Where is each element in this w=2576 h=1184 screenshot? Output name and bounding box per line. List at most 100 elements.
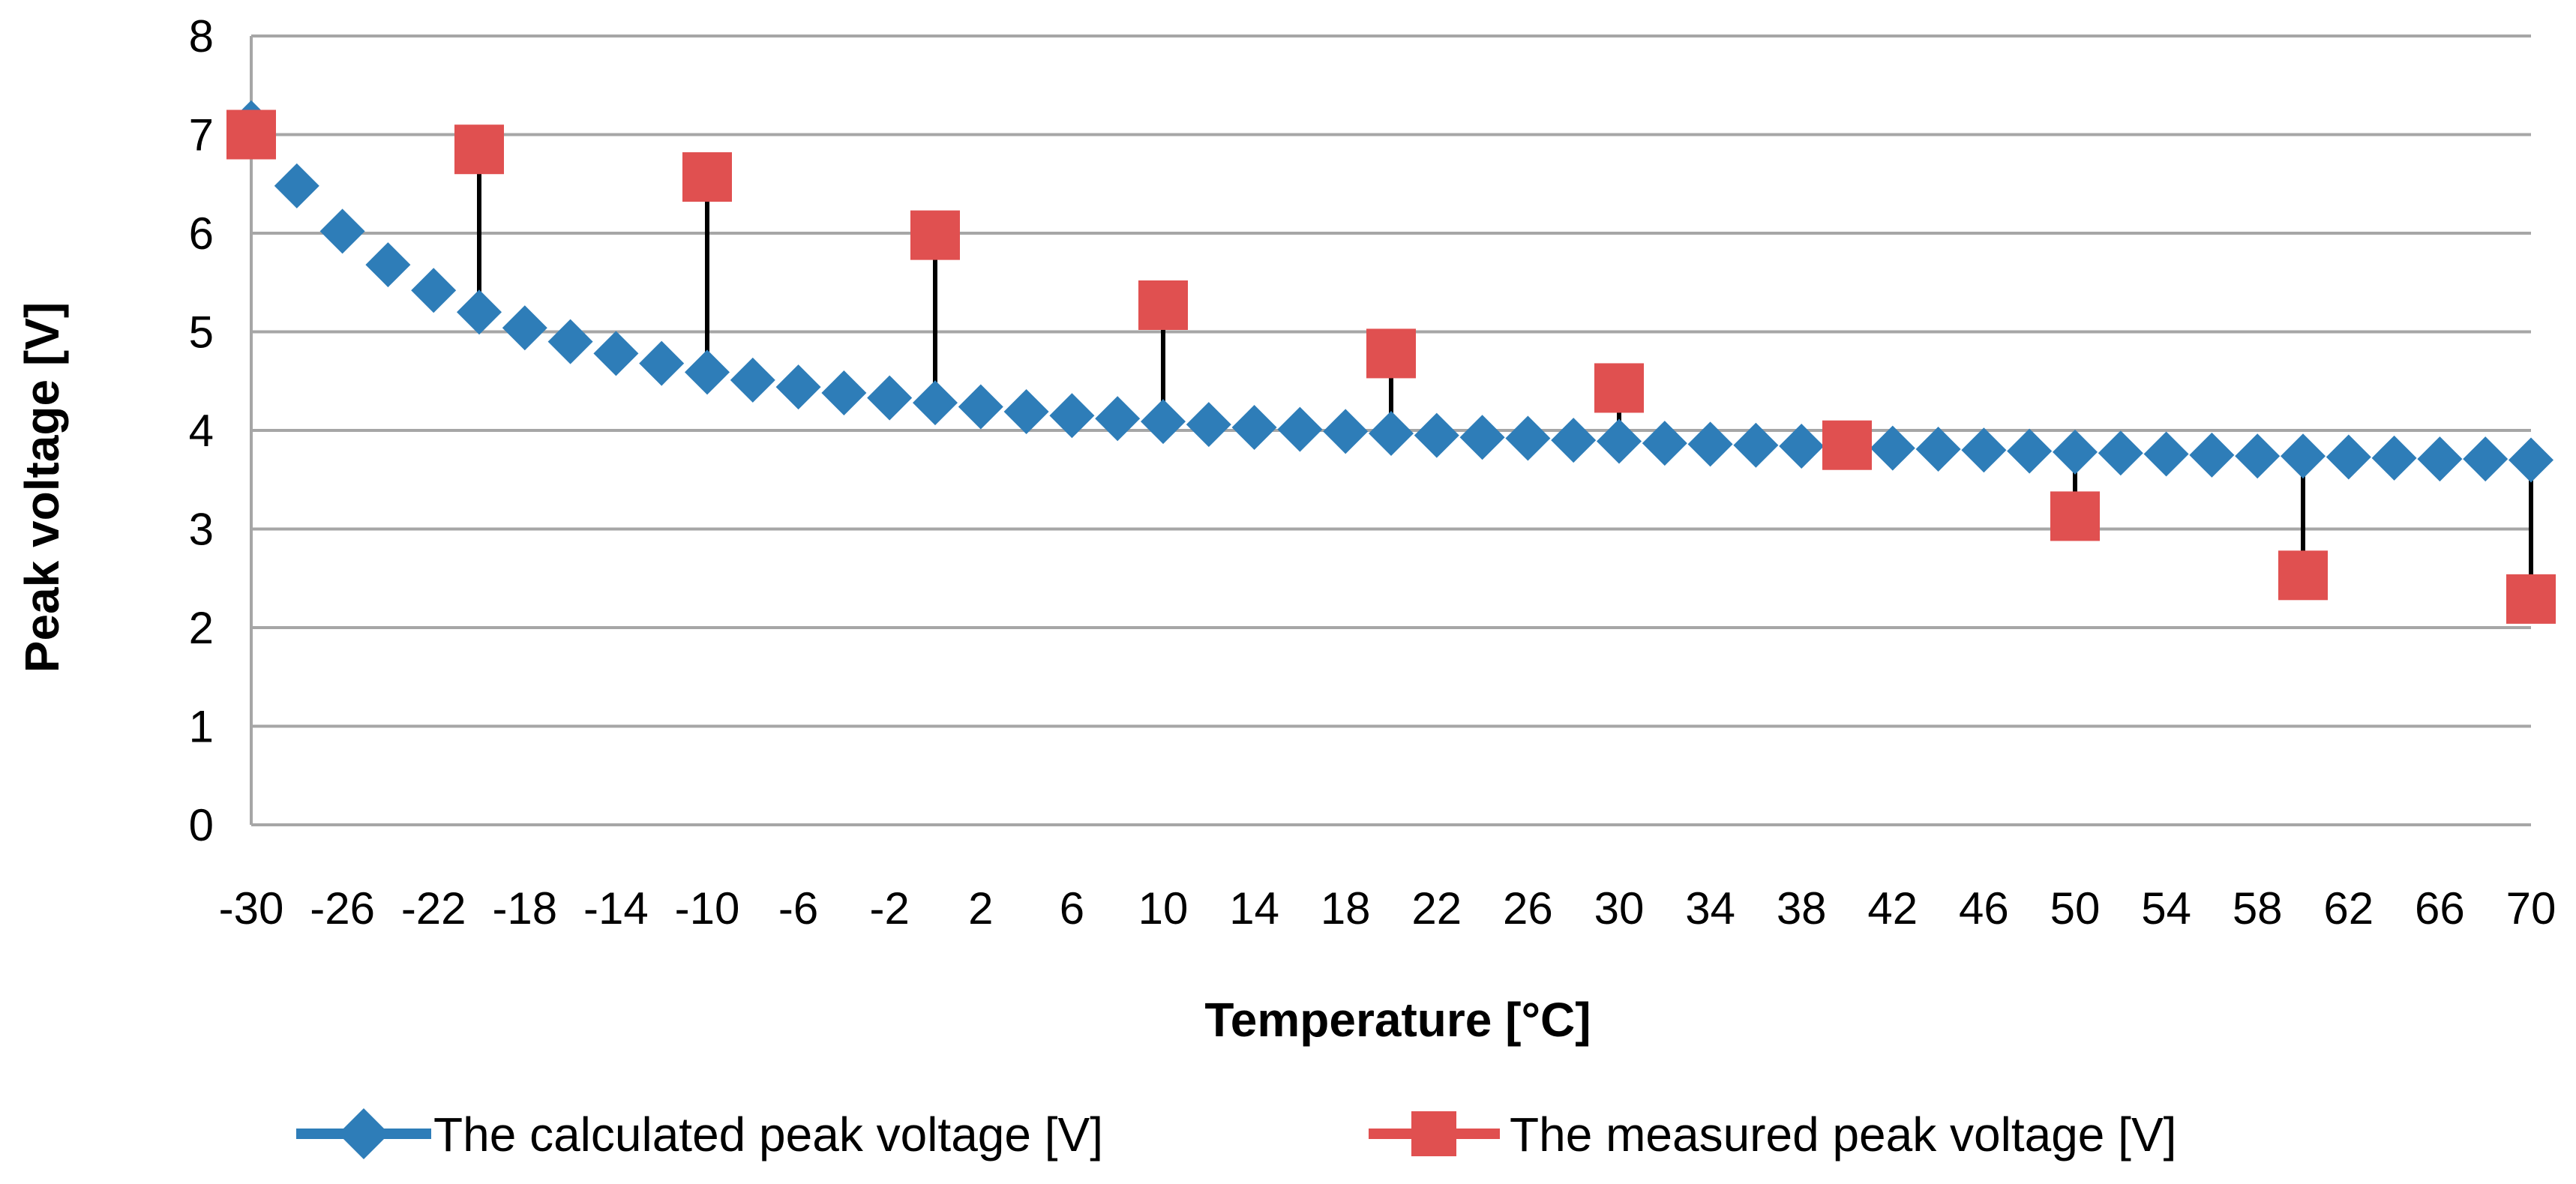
x-tick-label: 38 [1777,883,1827,934]
calculated-point [1642,421,1687,466]
calculated-point [457,289,502,335]
calculated-point [2417,436,2463,482]
y-tick-label: 8 [189,11,214,61]
calculated-point [2053,429,2098,475]
calculated-point [958,384,1003,430]
calculated-point [274,163,319,208]
x-tick-label: -26 [310,883,375,934]
y-tick-label: 4 [189,406,214,456]
y-tick-label: 0 [189,800,214,850]
calculated-point [730,357,775,403]
calculated-point [365,242,411,288]
legend-item-calculated: The calculated peak voltage [V] [296,1108,1103,1162]
calculated-point [2098,430,2143,476]
legend-item-measured: The measured peak voltage [V] [1369,1108,2176,1162]
calculated-point [593,331,639,376]
calculated-point [1095,396,1141,442]
y-tick-label: 1 [189,702,214,752]
y-tick-label: 3 [189,505,214,555]
calculated-point [502,305,547,351]
calculated-point [1870,425,1915,471]
calculated-point [411,268,457,313]
calculated-point [2235,433,2281,479]
calculated-point [547,319,593,364]
x-tick-label: -14 [583,883,649,934]
x-tick-label: 42 [1867,883,1918,934]
x-tick-label: 18 [1321,883,1371,934]
x-tick-label: 30 [1594,883,1645,934]
calculated-point [639,340,685,386]
calculated-point [1551,418,1597,463]
calculated-point [2281,433,2326,479]
x-tick-label: -2 [870,883,910,934]
calculated-point [821,370,867,416]
legend-marker-measured [1411,1111,1456,1156]
calculated-point [1049,393,1095,439]
measured-point [1822,420,1872,470]
calculated-point [867,375,913,421]
x-tick-label: -22 [401,883,466,934]
calculated-point [1277,406,1323,452]
calculated-point [1961,427,2007,473]
calculated-point [1003,389,1049,435]
x-tick-label: 62 [2323,883,2374,934]
x-tick-label: 10 [1138,883,1189,934]
x-tick-label: 26 [1503,883,1553,934]
calculated-point [319,208,365,254]
x-tick-label: 50 [2050,883,2101,934]
measured-point [454,124,504,175]
calculated-point [1186,402,1231,448]
x-tick-label: 22 [1411,883,1462,934]
measured-point [2506,574,2556,624]
calculated-point [1323,409,1369,454]
calculated-point [1231,405,1277,451]
x-tick-label: -6 [778,883,818,934]
measured-point [1594,363,1644,413]
x-tick-label: -30 [219,883,284,934]
x-tick-label: 66 [2415,883,2465,934]
y-tick-label: 7 [189,110,214,160]
x-tick-label: 34 [1685,883,1735,934]
measured-point [1138,280,1188,330]
calculated-point [1687,421,1733,467]
measured-point [682,152,732,202]
axis-layer [250,36,2531,826]
measured-point [226,109,276,160]
calculated-point [685,349,730,395]
calculated-point [2326,434,2371,480]
calculated-point [1414,412,1459,458]
calculated-point [1459,415,1505,460]
x-tick-label: 70 [2506,883,2557,934]
measured-point [1366,328,1416,379]
calculated-point [913,380,958,426]
y-tick-label: 5 [189,307,214,358]
calculated-point [2463,436,2509,482]
x-tick-label: 2 [968,883,993,934]
x-tick-label: -10 [675,883,740,934]
legend: The calculated peak voltage [V] The meas… [296,1108,2176,1162]
x-tick-label: 54 [2141,883,2191,934]
calculated-point [2007,428,2053,474]
calculated-point [2371,435,2417,481]
calculated-point [1779,424,1825,469]
calculated-point [2189,432,2235,478]
y-tick-label: 6 [189,208,214,259]
calculated-point [1733,422,1779,468]
calculated-point [2143,431,2189,477]
x-tick-label: 58 [2233,883,2283,934]
y-axis-title: Peak voltage [V] [15,302,69,673]
calculated-point [1597,418,1642,464]
calculated-point [2509,437,2554,483]
legend-marker-calculated [338,1108,389,1159]
series-layer [226,100,2556,624]
calculated-point [1915,426,1961,472]
x-tick-label: 14 [1229,883,1279,934]
calculated-point [1369,410,1414,456]
x-axis-title: Temperature [°C] [1204,993,1591,1047]
x-tick-label: 46 [1959,883,2009,934]
measured-point [910,210,960,260]
calculated-point [1505,415,1551,461]
